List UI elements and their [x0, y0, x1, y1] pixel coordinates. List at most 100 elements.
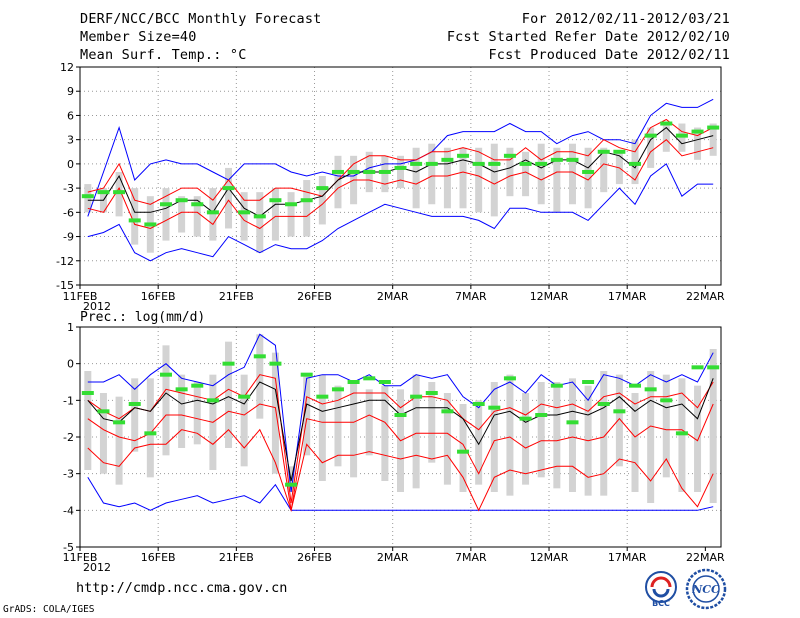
temp-box — [584, 147, 592, 209]
prec-min-line — [87, 477, 714, 511]
temp-box — [568, 143, 576, 205]
temp-observed-mark — [629, 161, 642, 166]
temp-box — [694, 127, 702, 160]
temp-box — [678, 123, 686, 152]
prec-box — [146, 378, 154, 478]
prec-box — [553, 382, 561, 489]
prec-box — [256, 334, 264, 419]
prec-ytick-label: -2 — [63, 431, 74, 444]
temp-box — [381, 155, 389, 193]
prec-observed-mark — [582, 380, 595, 384]
prec-box — [647, 371, 655, 503]
temp-box — [412, 147, 420, 209]
prec-box — [631, 393, 639, 492]
prec-observed-mark — [550, 383, 563, 388]
prec-observed-mark — [394, 413, 407, 417]
prec-observed-mark — [425, 391, 438, 395]
temp-observed-mark — [191, 202, 204, 207]
temp-box — [522, 151, 530, 197]
ncc-logo-icon: NCC — [685, 568, 727, 610]
prec-box — [709, 349, 717, 503]
prec-observed-mark — [675, 431, 688, 436]
prec-box — [443, 393, 451, 485]
temp-observed-mark — [300, 198, 313, 203]
temp-observed-mark — [425, 161, 438, 166]
temp-box — [303, 180, 311, 237]
prec-box — [490, 382, 498, 492]
bcc-logo-icon: BCC — [645, 571, 677, 608]
temp-box — [271, 188, 279, 241]
prec-box — [365, 389, 373, 456]
temp-xtick-label: 26FEB — [297, 290, 332, 303]
temp-box — [662, 123, 670, 152]
temp-ytick-label: -15 — [56, 279, 74, 292]
temp-observed-mark — [159, 202, 172, 207]
prec-xtick-label: 7MAR — [455, 551, 487, 564]
prec-observed-mark — [144, 431, 157, 436]
temp-box — [240, 192, 248, 241]
temp-observed-mark — [394, 165, 407, 170]
prec-box — [428, 382, 436, 463]
temp-observed-mark — [128, 218, 141, 223]
prec-ytick-label: -5 — [63, 541, 74, 554]
prec-box — [459, 404, 467, 492]
prec-box — [662, 374, 670, 478]
prec-observed-mark — [597, 402, 610, 406]
prec-box — [694, 385, 702, 492]
prec-box — [271, 352, 279, 474]
prec-observed-mark — [97, 409, 110, 414]
temp-box — [537, 143, 545, 205]
prec-box — [537, 382, 545, 478]
prec-box — [193, 382, 201, 445]
prec-frame — [79, 326, 722, 548]
svg-text:NCC: NCC — [691, 583, 720, 596]
prec-xtick-label: 16FEB — [141, 551, 176, 564]
prec-xtick-label: 21FEB — [219, 551, 254, 564]
fcst-started-date: Fcst Started Refer Date 2012/02/10 — [446, 29, 730, 45]
prec-xtick-label: 26FEB — [297, 551, 332, 564]
prec-ytick-label: -1 — [63, 394, 74, 407]
prec-box — [318, 374, 326, 481]
temp-observed-mark — [535, 161, 548, 166]
temp-box — [334, 155, 342, 209]
forecast-period: For 2012/02/11-2012/03/21 — [521, 11, 730, 27]
source-url[interactable]: http://cmdp.ncc.cma.gov.cn — [76, 580, 288, 596]
member-size-label: Member Size=40 — [80, 29, 197, 45]
prec-box — [240, 374, 248, 467]
temp-box — [709, 123, 717, 156]
prec-observed-mark — [613, 409, 626, 414]
temp-ytick-label: -6 — [63, 206, 74, 219]
prec-xtick-label: 11FEB — [63, 551, 98, 564]
temp-ytick-label: 9 — [67, 85, 74, 98]
prec-box — [475, 400, 483, 485]
temp-box — [647, 127, 655, 168]
temp-box — [178, 196, 186, 233]
prec-observed-mark — [159, 372, 172, 377]
prec-observed-mark — [363, 376, 376, 381]
temp-observed-mark — [269, 198, 282, 203]
temp-observed-mark — [644, 133, 657, 138]
temp-observed-mark — [550, 157, 563, 162]
temp-box — [428, 143, 436, 205]
prec-box — [99, 393, 107, 474]
prec-box — [131, 378, 139, 452]
prec-observed-mark — [113, 420, 126, 425]
temp-ytick-label: 6 — [67, 109, 74, 122]
prec-observed-mark — [629, 383, 642, 388]
temp-box — [318, 176, 326, 225]
prec-box — [162, 345, 170, 456]
prec-xtick-label: 22MAR — [686, 551, 725, 564]
temp-observed-mark — [488, 161, 501, 166]
temp-observed-mark — [597, 149, 610, 154]
prec-box — [568, 378, 576, 492]
prec-xtick-label: 17MAR — [608, 551, 647, 564]
prec-upper-line — [87, 374, 714, 504]
prec-observed-mark — [191, 383, 204, 388]
temp-box — [225, 167, 233, 229]
svg-text:BCC: BCC — [652, 599, 670, 608]
temp-min-line — [87, 163, 714, 262]
temp-observed-mark — [457, 153, 470, 158]
prec-box — [178, 374, 186, 448]
prec-box — [522, 393, 530, 485]
prec-box — [334, 385, 342, 467]
